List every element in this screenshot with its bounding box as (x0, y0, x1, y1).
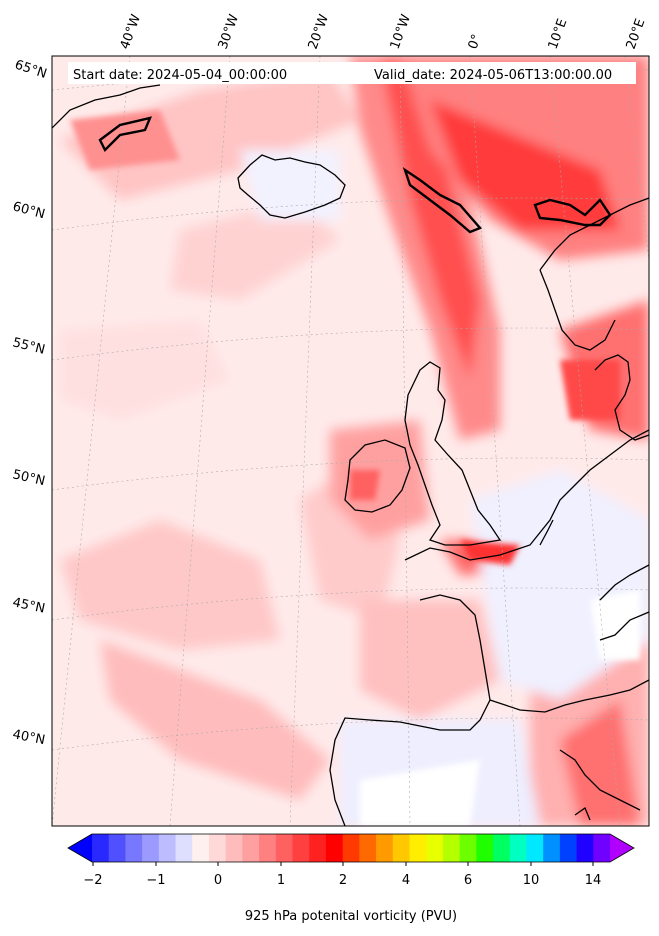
colorbar-cell (225, 834, 243, 862)
colorbar-cell (576, 834, 594, 862)
colorbar-tick-label: 2 (339, 873, 347, 888)
colorbar: −2 −1 0 1 2 4 6 10 14 925 hPa potenital … (67, 833, 635, 924)
lat-label-60n: 60°N (11, 199, 47, 222)
colorbar-cell (309, 834, 327, 862)
lat-label-55n: 55°N (11, 335, 46, 357)
lon-label-30w: 30°W (216, 12, 242, 51)
colorbar-cell (158, 834, 177, 862)
colorbar-cell (509, 834, 527, 862)
colorbar-cell (125, 834, 143, 862)
colorbar-tick-label: 14 (585, 873, 602, 888)
lon-label-20w: 20°W (306, 12, 332, 51)
colorbar-title: 925 hPa potenital vorticity (PVU) (245, 909, 457, 924)
colorbar-cell (493, 834, 511, 862)
colorbar-tick-label: 6 (464, 873, 472, 888)
colorbar-cell (526, 834, 544, 862)
colorbar-cell (476, 834, 494, 862)
colorbar-cell (342, 834, 360, 862)
latitude-labels: 65°N 60°N 55°N 50°N 45°N 40°N (11, 58, 49, 749)
colorbar-cell (543, 834, 561, 862)
colorbar-ticks (92, 862, 594, 866)
lon-label-0: 0° (466, 32, 485, 51)
colorbar-outline (67, 833, 635, 863)
colorbar-tick-label: −2 (83, 873, 102, 888)
lon-label-10e: 10°E (546, 17, 571, 52)
colorbar-tick-label: 4 (402, 873, 410, 888)
colorbar-cell (175, 834, 193, 862)
colorbar-cell (392, 834, 410, 862)
colorbar-cell (242, 834, 260, 862)
colorbar-cell (593, 834, 611, 862)
colorbar-cell (459, 834, 477, 862)
colorbar-tick-label: −1 (146, 873, 165, 888)
colorbar-cell (142, 834, 160, 862)
colorbar-cell (192, 834, 210, 862)
valid-date-text: Valid_date: 2024-05-06T13:00:00.00 (374, 68, 612, 83)
colorbar-cell (559, 834, 578, 862)
colorbar-cell (426, 834, 444, 862)
colorbar-tick-label: 10 (523, 873, 540, 888)
lat-label-65n: 65°N (13, 58, 49, 82)
vorticity-field (52, 56, 649, 826)
colorbar-max-arrow (610, 834, 634, 862)
colorbar-min-arrow (68, 834, 92, 862)
colorbar-cell (376, 834, 394, 862)
start-date-text: Start date: 2024-05-04_00:00:00 (73, 68, 287, 83)
map-frame (51, 55, 650, 827)
colorbar-cell (275, 834, 294, 862)
colorbar-cell (259, 834, 277, 862)
colorbar-cell (442, 834, 461, 862)
colorbar-cell (108, 834, 126, 862)
lat-label-50n: 50°N (11, 467, 46, 489)
colorbar-cells (92, 834, 611, 862)
lon-label-20e: 20°E (624, 17, 649, 52)
longitude-labels: 40°W 30°W 20°W 10°W 0° 10°E 20°E (118, 12, 649, 51)
lat-label-40n: 40°N (11, 727, 46, 748)
coastlines (52, 84, 649, 826)
colorbar-cell (292, 834, 310, 862)
colorbar-cell (409, 834, 427, 862)
colorbar-cell (325, 834, 344, 862)
lon-label-40w: 40°W (118, 12, 144, 51)
colorbar-tick-label: 1 (277, 873, 285, 888)
lon-label-10w: 10°W (388, 12, 414, 51)
lat-label-45n: 45°N (11, 595, 46, 616)
header-box (68, 62, 636, 84)
graticule (52, 56, 649, 826)
colorbar-cell (208, 834, 227, 862)
colorbar-tick-label: 0 (214, 873, 222, 888)
colorbar-cell (92, 834, 110, 862)
colorbar-cell (359, 834, 377, 862)
